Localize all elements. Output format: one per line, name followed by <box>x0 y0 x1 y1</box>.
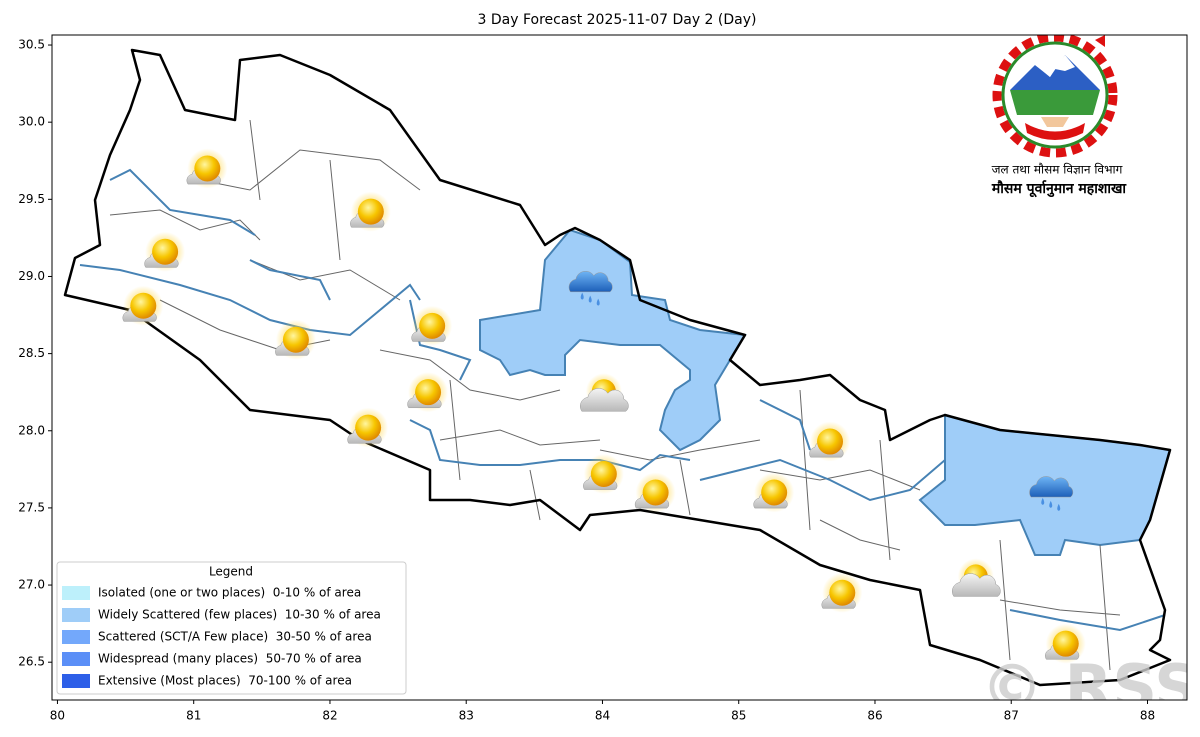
y-tick-label: 26.5 <box>18 655 45 669</box>
forecast-icon-sunny <box>583 453 624 494</box>
forecast-icon-sunny <box>809 421 851 462</box>
plot-frame <box>51 34 1188 701</box>
watermark: © RSS <box>981 651 1199 724</box>
legend-label: Widespread (many places) 50-70 % of area <box>98 652 362 666</box>
x-tick-label: 80 <box>50 709 65 723</box>
x-tick-label: 82 <box>322 709 337 723</box>
forecast-icon-sunny <box>634 472 676 513</box>
legend-box <box>56 561 407 695</box>
forecast-icon-sunny <box>186 148 228 189</box>
x-tick-label: 85 <box>731 709 746 723</box>
legend: Legend Isolated (one or two places) 0-10… <box>56 561 407 695</box>
forecast-icon-sunny <box>122 285 164 326</box>
y-tick-label: 28.5 <box>18 346 45 360</box>
forecast-icon-sunny <box>144 231 186 272</box>
x-tick-label: 88 <box>1140 709 1155 723</box>
legend-swatch <box>62 674 90 688</box>
forecast-icon-sunny <box>347 407 389 448</box>
forecast-icon-sunny <box>1044 623 1086 664</box>
forecast-icon-sunny <box>407 372 449 413</box>
legend-label: Scattered (SCT/A Few place) 30-50 % of a… <box>98 630 372 644</box>
agency-name: जल तथा मौसम विज्ञान विभाग <box>992 163 1123 177</box>
y-tick-label: 27.5 <box>18 500 45 514</box>
emblem <box>992 35 1118 158</box>
legend-swatch <box>62 630 90 644</box>
forecast-region <box>479 228 747 452</box>
forecast-icon-rain <box>1029 476 1074 511</box>
x-tick-label: 86 <box>867 709 882 723</box>
y-tick-label: 28.0 <box>18 423 45 437</box>
map-area: जल तथा मौसम विज्ञान विभाग मौसम पूर्वानुम… <box>63 35 1199 724</box>
legend-title: Legend <box>209 565 253 579</box>
division-name: मौसम पूर्वानुमान महाशाखा <box>991 180 1128 198</box>
y-tick-label: 30.0 <box>18 115 45 129</box>
x-tick-label: 84 <box>595 709 610 723</box>
forecast-icon-sunny <box>753 472 795 513</box>
legend-label: Extensive (Most places) 70-100 % of area <box>98 674 352 688</box>
forecast-icon-partly-cloudy <box>580 373 629 412</box>
x-tick-label: 81 <box>186 709 201 723</box>
y-tick-label: 29.0 <box>18 269 45 283</box>
legend-swatch <box>62 586 90 600</box>
district-boundaries <box>109 119 1121 671</box>
legend-label: Isolated (one or two places) 0-10 % of a… <box>98 586 361 600</box>
x-tick-label: 87 <box>1004 709 1019 723</box>
y-tick-label: 30.5 <box>18 38 45 52</box>
forecast-icon-sunny <box>821 572 863 613</box>
forecast-icon-partly-cloudy <box>952 558 1001 597</box>
y-tick-label: 29.5 <box>18 192 45 206</box>
legend-label: Widely Scattered (few places) 10-30 % of… <box>98 608 381 622</box>
y-tick-label: 27.0 <box>18 578 45 592</box>
map-title: 3 Day Forecast 2025-11-07 Day 2 (Day) <box>478 12 757 28</box>
legend-swatch <box>62 652 90 666</box>
forecast-icon-rain <box>568 270 613 306</box>
country-border <box>63 48 1172 687</box>
legend-swatch <box>62 608 90 622</box>
forecast-icon-sunny <box>350 191 391 232</box>
forecast-icon-sunny <box>411 305 453 346</box>
forecast-icon-sunny <box>275 319 316 360</box>
x-tick-label: 83 <box>459 709 474 723</box>
